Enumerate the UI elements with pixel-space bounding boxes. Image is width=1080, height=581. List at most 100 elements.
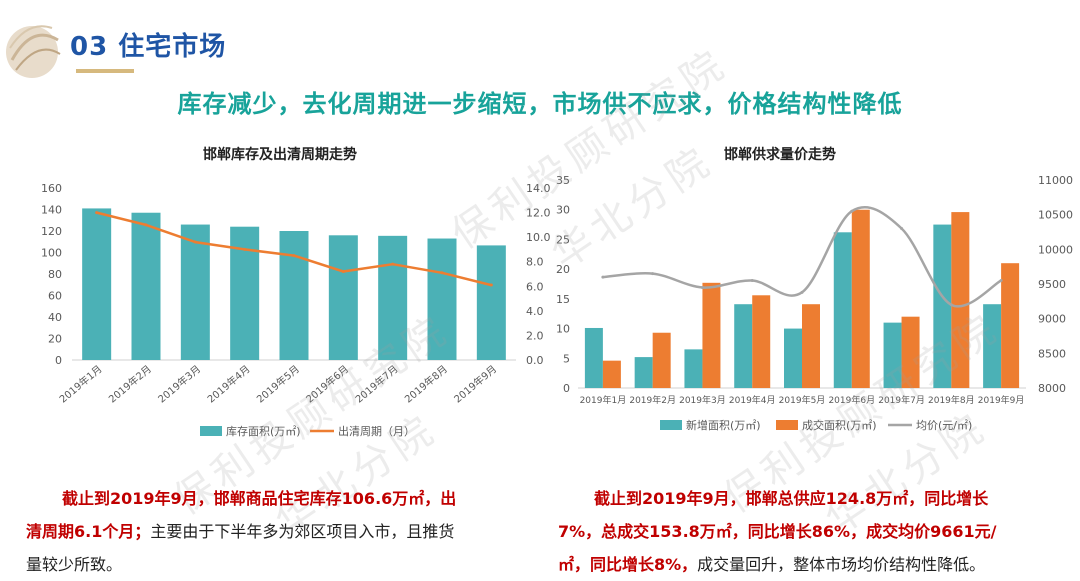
bar-new-supply bbox=[734, 304, 753, 388]
bar-inventory bbox=[378, 235, 408, 360]
x-tick-label: 2019年1月 bbox=[580, 394, 627, 406]
bar-new-supply bbox=[784, 328, 802, 388]
y-left-tick-label: 25 bbox=[556, 233, 570, 246]
x-tick-label: 2019年9月 bbox=[978, 394, 1025, 406]
summary-left-text: 主要由于下半年多为郊区项目入市，且推货 bbox=[150, 522, 455, 541]
point-average-price bbox=[750, 279, 754, 283]
bar-inventory bbox=[82, 208, 112, 360]
chart1-title: 邯郸库存及出清周期走势 bbox=[203, 147, 357, 163]
y-right-tick-label: 11000 bbox=[1038, 174, 1073, 187]
summary-left: 截止到2019年9月，邯郸商品住宅库存106.6万㎡，出 清周期6.1个月；主要… bbox=[26, 482, 526, 581]
point-average-price bbox=[949, 303, 953, 307]
y-left-tick-label: 30 bbox=[556, 204, 570, 217]
x-tick-label: 2019年2月 bbox=[106, 362, 154, 405]
y-right-tick-label: 2.0 bbox=[526, 329, 544, 342]
y-left-tick-label: 5 bbox=[563, 352, 570, 365]
point-average-price bbox=[700, 285, 704, 289]
point-clearance-period bbox=[144, 223, 148, 227]
bar-transaction bbox=[851, 209, 870, 388]
summary-right-highlight: ㎡，同比增长8%， bbox=[558, 555, 698, 574]
bar-new-supply bbox=[833, 232, 852, 388]
y-right-tick-label: 10.0 bbox=[526, 231, 551, 244]
point-clearance-period bbox=[341, 270, 345, 274]
legend-swatch-inventory bbox=[200, 426, 222, 436]
x-tick-label: 2019年3月 bbox=[679, 394, 726, 406]
x-tick-label: 2019年2月 bbox=[629, 394, 676, 406]
x-tick-label: 2019年4月 bbox=[205, 362, 253, 405]
legend-label-average-price: 均价(元/㎡) bbox=[916, 419, 972, 432]
bar-transaction bbox=[702, 282, 721, 388]
bar-inventory bbox=[476, 245, 506, 360]
y-right-tick-label: 12.0 bbox=[526, 207, 551, 220]
bar-transaction bbox=[652, 332, 671, 388]
summary-left-line1: 截止到2019年9月，邯郸商品住宅库存106.6万㎡，出 bbox=[62, 489, 457, 508]
title-underline bbox=[76, 69, 134, 73]
point-average-price bbox=[800, 290, 804, 294]
y-left-tick-label: 20 bbox=[48, 333, 62, 346]
bar-new-supply bbox=[883, 322, 902, 388]
bar-inventory bbox=[328, 235, 358, 360]
x-tick-label: 2019年5月 bbox=[779, 394, 826, 406]
summary-right: 截止到2019年9月，邯郸总供应124.8万㎡，同比增长 7%，总成交153.8… bbox=[558, 482, 1078, 581]
legend-label-transaction: 成交面积(万㎡) bbox=[802, 418, 877, 432]
point-clearance-period bbox=[243, 247, 247, 251]
point-average-price bbox=[850, 209, 854, 213]
bar-transaction bbox=[602, 360, 621, 388]
bar-inventory bbox=[427, 238, 457, 360]
y-left-tick-label: 120 bbox=[41, 225, 62, 238]
x-tick-label: 2019年1月 bbox=[57, 362, 105, 405]
x-tick-label: 2019年8月 bbox=[928, 394, 975, 406]
y-left-tick-label: 10 bbox=[556, 323, 570, 336]
y-right-tick-label: 0.0 bbox=[526, 354, 544, 367]
y-right-tick-label: 14.0 bbox=[526, 182, 551, 195]
headline: 库存减少，去化周期进一步缩短，市场供不应求，价格结构性降低 bbox=[177, 90, 903, 118]
y-left-tick-label: 35 bbox=[556, 174, 570, 187]
chart2-title: 邯郸供求量价走势 bbox=[724, 147, 836, 163]
legend-swatch-transaction bbox=[776, 420, 798, 430]
y-left-tick-label: 0 bbox=[55, 354, 62, 367]
summary-left-line3: 量较少所致。 bbox=[26, 555, 123, 574]
point-average-price bbox=[651, 272, 655, 276]
x-tick-label: 2019年5月 bbox=[254, 362, 302, 405]
bar-new-supply bbox=[584, 327, 603, 388]
point-clearance-period bbox=[193, 240, 197, 244]
y-left-tick-label: 60 bbox=[48, 290, 62, 303]
summary-right-text: 成交量回升，整体市场均价结构性降低。 bbox=[697, 555, 986, 574]
summary-right-line1: 截止到2019年9月，邯郸总供应124.8万㎡，同比增长 bbox=[594, 489, 989, 508]
bar-transaction bbox=[901, 316, 920, 388]
decorative-logo bbox=[6, 25, 61, 78]
x-tick-label: 2019年8月 bbox=[402, 362, 450, 405]
y-left-tick-label: 20 bbox=[556, 263, 570, 276]
point-average-price bbox=[601, 275, 605, 279]
legend-label-inventory: 库存面积(万㎡) bbox=[226, 424, 301, 438]
y-right-tick-label: 8000 bbox=[1038, 382, 1066, 395]
bar-new-supply bbox=[983, 304, 1002, 388]
point-clearance-period bbox=[489, 283, 493, 287]
bar-new-supply bbox=[933, 224, 952, 388]
x-tick-label: 2019年6月 bbox=[828, 394, 875, 406]
bar-new-supply bbox=[684, 349, 703, 388]
bar-new-supply bbox=[634, 357, 653, 388]
chart-supply-demand: 0 5 10 15 20 25 30 35 8000 8500 9000 9500 10000 10500… bbox=[556, 174, 1073, 432]
y-right-tick-label: 4.0 bbox=[526, 305, 544, 318]
summary-right-line2: 7%，总成交153.8万㎡，同比增长86%，成交均价9661元/ bbox=[558, 522, 997, 541]
x-tick-label: 2019年4月 bbox=[729, 394, 776, 406]
y-left-tick-label: 160 bbox=[41, 182, 62, 195]
bar-inventory bbox=[180, 224, 210, 360]
legend-label-clearance: 出清周期（月） bbox=[338, 424, 415, 438]
bar-inventory bbox=[131, 212, 161, 360]
y-right-tick-label: 9500 bbox=[1038, 278, 1066, 291]
bar-transaction bbox=[1001, 263, 1020, 388]
y-left-tick-label: 15 bbox=[556, 293, 570, 306]
bar-transaction bbox=[752, 295, 771, 388]
point-average-price bbox=[900, 227, 904, 231]
chart-inventory: 0 20 40 60 80 100 120 140 160 0.0 2.0 4.0 6.0 8.0 10.0… bbox=[41, 182, 551, 438]
legend-swatch-new-supply bbox=[660, 420, 682, 430]
bar-inventory bbox=[279, 231, 309, 360]
point-clearance-period bbox=[440, 271, 444, 275]
x-tick-label: 2019年7月 bbox=[353, 362, 401, 405]
bar-transaction bbox=[802, 304, 820, 388]
point-clearance-period bbox=[391, 262, 395, 266]
y-left-tick-label: 80 bbox=[48, 268, 62, 281]
summary-left-highlight: 清周期6.1个月； bbox=[26, 522, 151, 541]
